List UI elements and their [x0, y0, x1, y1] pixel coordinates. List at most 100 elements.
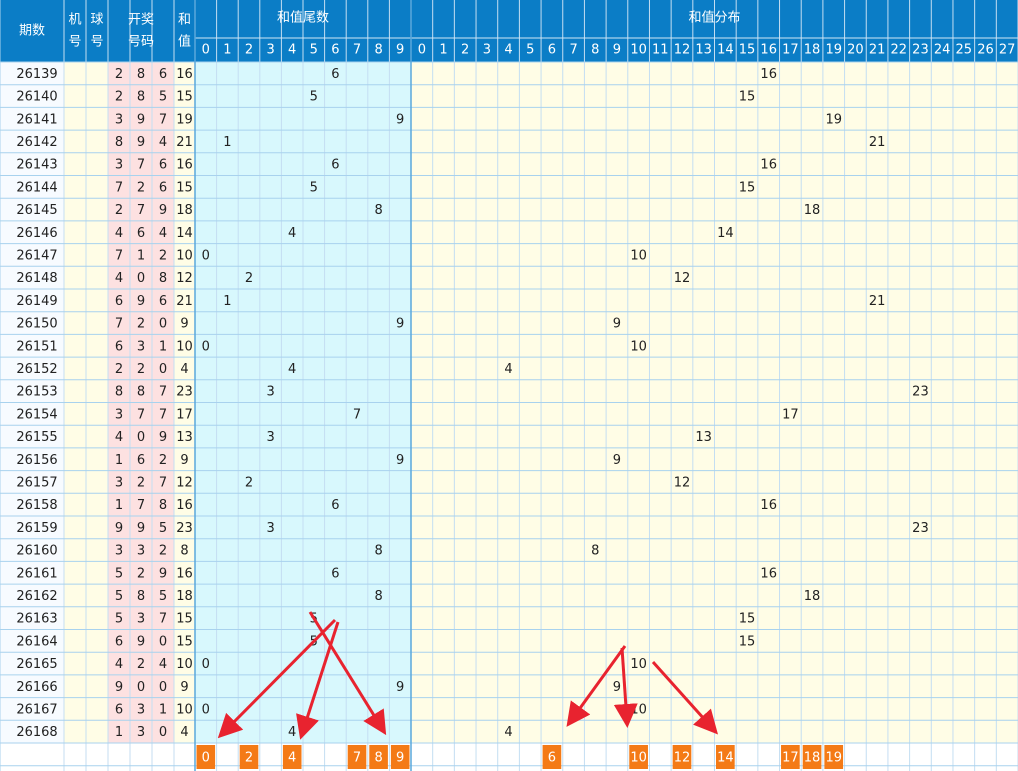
dist-digit-header: 2 [461, 43, 469, 58]
header-ball: 球 [90, 13, 103, 28]
highlight-value: 8 [374, 751, 382, 766]
issue: 26156 [16, 453, 57, 468]
sum-dist: 4 [504, 362, 512, 377]
ball: 0 [159, 362, 167, 377]
ball: 7 [159, 112, 167, 127]
ball: 3 [115, 475, 123, 490]
sum: 18 [176, 203, 193, 218]
sum: 9 [180, 453, 188, 468]
dist-digit-header: 7 [569, 43, 577, 58]
ball: 7 [159, 475, 167, 490]
ball: 2 [115, 362, 123, 377]
ball: 0 [137, 430, 145, 445]
issue: 26151 [16, 339, 57, 354]
ball: 4 [115, 271, 123, 286]
tail-digit-header: 5 [310, 43, 318, 58]
ball: 4 [115, 657, 123, 672]
sum-tail: 7 [353, 407, 361, 422]
ball: 6 [159, 67, 167, 82]
sum: 4 [180, 725, 188, 740]
ball: 2 [159, 544, 167, 559]
ball: 2 [137, 475, 145, 490]
highlight-value: 0 [202, 751, 210, 766]
sum-dist: 13 [695, 430, 712, 445]
sum-dist: 4 [504, 725, 512, 740]
highlight-box [802, 745, 822, 769]
sum-dist: 23 [912, 385, 929, 400]
sum-tail: 5 [310, 180, 318, 195]
sum-tail: 4 [288, 725, 296, 740]
sum-tail: 9 [396, 453, 404, 468]
issue: 26142 [16, 135, 57, 150]
ball: 1 [137, 248, 145, 263]
ball: 4 [115, 430, 123, 445]
dist-digit-header: 6 [548, 43, 556, 58]
arrow [296, 621, 340, 740]
issue: 26150 [16, 317, 57, 332]
sum: 18 [176, 589, 193, 604]
ball: 3 [137, 612, 145, 627]
ball: 9 [137, 294, 145, 309]
dist-digit-header: 8 [591, 43, 599, 58]
ball: 2 [115, 67, 123, 82]
issue: 26143 [16, 158, 57, 173]
ball: 1 [159, 339, 167, 354]
highlight-box [629, 745, 648, 769]
highlight-box [824, 745, 844, 769]
sum-tail: 0 [202, 702, 210, 717]
ball: 0 [159, 680, 167, 695]
header-dist-title: 和值分布 [688, 10, 740, 26]
ball: 4 [115, 226, 123, 241]
dist-digit-header: 27 [999, 43, 1016, 58]
sum-tail: 5 [310, 90, 318, 105]
issue: 26144 [16, 180, 57, 195]
sum-tail: 9 [396, 680, 404, 695]
sum-tail: 4 [288, 362, 296, 377]
highlight-box [196, 745, 216, 769]
ball: 6 [159, 158, 167, 173]
sum: 15 [176, 612, 193, 627]
sum-tail: 0 [202, 248, 210, 263]
issue: 26164 [16, 634, 57, 649]
highlight-box [672, 745, 692, 769]
issue: 26148 [16, 271, 57, 286]
dist-digit-header: 9 [613, 43, 621, 58]
ball: 7 [137, 158, 145, 173]
ball: 4 [159, 135, 167, 150]
header-sum: 值 [178, 34, 191, 50]
highlight-value: 2 [245, 751, 253, 766]
dist-digit-header: 0 [418, 43, 426, 58]
highlight-box [239, 745, 259, 769]
highlight-value: 12 [674, 751, 691, 766]
issue: 26153 [16, 385, 57, 400]
sum-dist: 12 [674, 475, 691, 490]
sum: 17 [176, 407, 193, 422]
ball: 6 [115, 702, 123, 717]
issue: 26161 [16, 566, 57, 581]
sum-dist: 16 [760, 566, 777, 581]
sum: 10 [176, 248, 193, 263]
tail-digit-header: 4 [288, 43, 296, 58]
ball: 2 [137, 362, 145, 377]
ball: 2 [115, 203, 123, 218]
ball: 3 [137, 702, 145, 717]
sum-dist: 15 [739, 634, 756, 649]
ball: 9 [115, 680, 123, 695]
ball: 2 [137, 566, 145, 581]
highlight-box [542, 745, 562, 769]
ball: 9 [137, 634, 145, 649]
ball: 8 [137, 67, 145, 82]
sum: 14 [176, 226, 193, 241]
sum-dist: 14 [717, 226, 734, 241]
sum: 16 [176, 566, 193, 581]
ball: 4 [159, 657, 167, 672]
ball: 2 [137, 657, 145, 672]
sum: 8 [180, 544, 188, 559]
ball: 4 [159, 226, 167, 241]
ball: 2 [159, 453, 167, 468]
issue: 26157 [16, 475, 57, 490]
ball: 5 [115, 589, 123, 604]
footer-bg [0, 743, 1018, 771]
ball: 1 [115, 498, 123, 513]
sum-tail: 9 [396, 112, 404, 127]
